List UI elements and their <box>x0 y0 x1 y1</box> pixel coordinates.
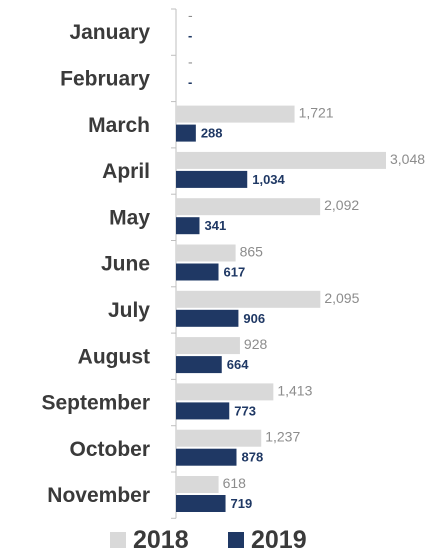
data-label-2018: 865 <box>240 244 264 260</box>
data-label-2019: 773 <box>234 403 256 418</box>
data-label-2018: 1,413 <box>277 382 312 398</box>
bar-2019 <box>176 171 247 188</box>
legend-label-2018: 2018 <box>133 526 189 554</box>
data-label-2019: 664 <box>227 357 249 372</box>
bar-2018 <box>176 152 386 169</box>
category-label: May <box>109 206 150 229</box>
bar-2019 <box>176 310 238 327</box>
data-label-2019: 878 <box>241 450 263 465</box>
bar-2018 <box>176 106 295 123</box>
category-label: March <box>88 114 150 137</box>
bar-2018 <box>176 245 236 262</box>
bar-2018 <box>176 337 240 354</box>
data-label-2019: - <box>188 28 192 43</box>
bar-2019 <box>176 264 219 281</box>
data-label-2018: 1,721 <box>299 105 334 121</box>
data-label-2019: 1,034 <box>252 172 285 187</box>
legend-swatch-2018 <box>110 532 126 548</box>
category-label: June <box>101 253 150 276</box>
bar-2019 <box>176 402 229 419</box>
data-label-2018: 928 <box>244 336 268 352</box>
category-label: August <box>78 345 150 368</box>
data-label-2019: 719 <box>231 496 253 511</box>
data-label-2019: 617 <box>224 265 246 280</box>
bar-2019 <box>176 125 196 142</box>
data-label-2019: 341 <box>204 218 226 233</box>
category-label: October <box>69 438 150 461</box>
bar-2018 <box>176 476 219 493</box>
category-label: November <box>47 484 150 507</box>
bar-2018 <box>176 198 320 215</box>
bar-2018 <box>176 430 261 447</box>
data-label-2018: 2,092 <box>324 197 359 213</box>
data-label-2018: 618 <box>223 475 247 491</box>
data-label-2019: - <box>188 74 192 89</box>
data-label-2018: - <box>188 53 193 69</box>
category-label: April <box>102 160 150 183</box>
category-label: February <box>60 67 150 90</box>
data-label-2019: 906 <box>243 311 265 326</box>
data-label-2018: - <box>188 7 193 23</box>
bar-2019 <box>176 217 199 234</box>
bar-2018 <box>176 291 320 308</box>
bar-2018 <box>176 383 273 400</box>
bar-2019 <box>176 495 226 512</box>
category-label: September <box>41 392 150 415</box>
category-label: July <box>108 299 150 322</box>
bar-2019 <box>176 356 222 373</box>
data-label-2018: 3,048 <box>390 151 425 167</box>
data-label-2018: 2,095 <box>324 290 359 306</box>
category-label: January <box>69 21 150 44</box>
legend-swatch-2019 <box>228 532 244 548</box>
legend-label-2019: 2019 <box>251 526 307 554</box>
bar-2019 <box>176 449 236 466</box>
data-label-2018: 1,237 <box>265 429 300 445</box>
data-label-2019: 288 <box>201 126 223 141</box>
